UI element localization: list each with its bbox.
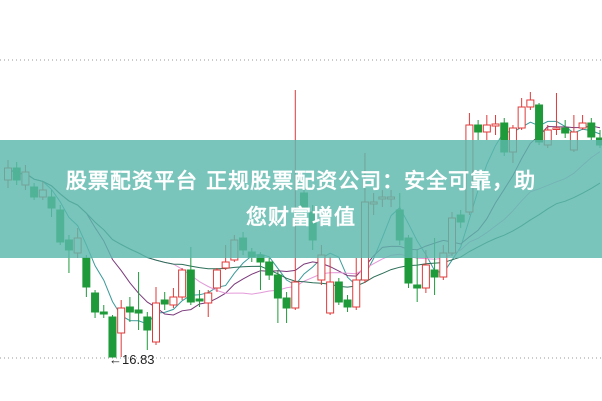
candle: [352, 258, 361, 310]
candle-body: [552, 127, 561, 130]
candle: [282, 292, 291, 323]
candle: [535, 103, 544, 145]
candle-body: [491, 123, 500, 127]
candle-body: [526, 99, 535, 108]
candle: [99, 305, 108, 318]
candle-body: [430, 269, 439, 278]
candle: [517, 98, 526, 130]
candle: [204, 290, 213, 317]
candle-body: [474, 124, 483, 133]
candle-body: [99, 311, 108, 315]
promo-banner: 股票配资平台 正规股票配资公司：安全可靠，助 您财富增值: [0, 140, 602, 258]
candle-body: [535, 104, 544, 143]
candle-body: [587, 122, 596, 138]
candle-body: [178, 269, 187, 298]
candle: [212, 268, 221, 292]
candle: [578, 115, 587, 130]
candle-body: [195, 298, 204, 302]
candle-body: [212, 269, 221, 289]
candle: [491, 115, 500, 135]
candle: [117, 300, 126, 357]
candle: [134, 272, 143, 330]
candle: [552, 93, 561, 135]
candle: [561, 120, 570, 138]
candle-body: [282, 297, 291, 309]
candle: [82, 255, 91, 297]
candle: [195, 290, 204, 307]
candle: [143, 312, 152, 350]
candle-body: [421, 264, 430, 289]
candle: [526, 92, 535, 110]
candle: [178, 268, 187, 300]
candle-body: [352, 279, 361, 308]
candle: [152, 287, 160, 345]
candle-body: [186, 269, 195, 303]
candle-body: [117, 307, 126, 334]
candle: [160, 292, 169, 310]
candle-body: [82, 257, 91, 288]
candle: [482, 115, 491, 140]
candle: [108, 315, 117, 358]
candle: [326, 257, 335, 315]
candle-body: [413, 284, 422, 289]
candle-body: [578, 122, 587, 129]
candle: [587, 118, 596, 140]
candle-body: [265, 261, 274, 276]
banner-line-2: 您财富增值: [246, 205, 356, 229]
candle: [334, 278, 343, 305]
candle-body: [334, 281, 343, 303]
candle: [91, 290, 100, 318]
candle: [343, 295, 352, 312]
candle-body: [221, 261, 230, 269]
candle-body: [134, 309, 143, 314]
candle-body: [326, 281, 335, 314]
candle: [474, 120, 483, 140]
candle-body: [169, 296, 178, 306]
candle: [273, 270, 282, 323]
candle-body: [125, 306, 134, 313]
candle: [265, 258, 274, 280]
candle-body: [91, 292, 100, 313]
candle-body: [143, 316, 152, 331]
candle-body: [291, 281, 300, 309]
candle-body: [482, 124, 491, 133]
banner-line-1: 股票配资平台 正规股票配资公司：安全可靠，助: [65, 169, 537, 193]
candle-body: [317, 254, 326, 281]
low-price-annotation: ←16.83: [109, 352, 155, 367]
candle-body: [273, 274, 282, 299]
candle-body: [517, 106, 526, 129]
candle: [413, 250, 422, 302]
candle-body: [108, 316, 117, 358]
candle-body: [160, 299, 169, 305]
candle-body: [204, 292, 213, 304]
candle-body: [343, 299, 352, 308]
candle-body: [561, 127, 570, 134]
candle: [169, 288, 178, 308]
candle-body: [152, 302, 160, 343]
candle: [125, 297, 134, 322]
